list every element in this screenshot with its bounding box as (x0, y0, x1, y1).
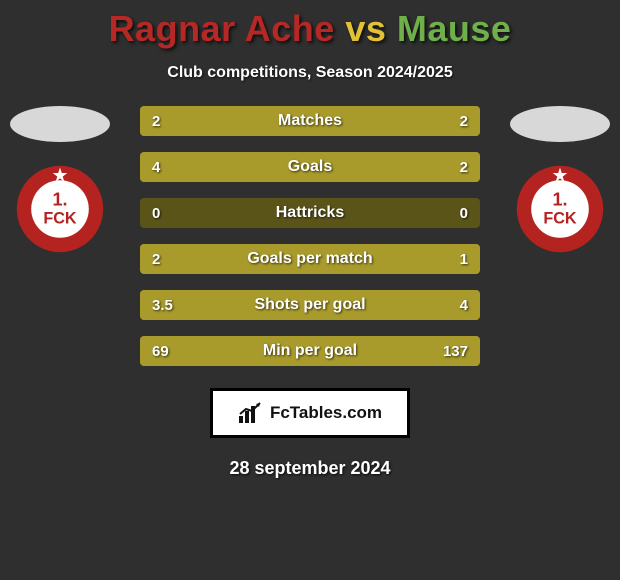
brand-text: FcTables.com (270, 403, 382, 423)
stat-row: 42Goals (140, 152, 480, 182)
stat-label: Hattricks (140, 198, 480, 228)
player2-crest: 1. FCK (515, 164, 605, 254)
player2-avatar (510, 106, 610, 142)
player1-crest: 1. FCK (15, 164, 105, 254)
subtitle: Club competitions, Season 2024/2025 (0, 64, 620, 82)
stat-row: 21Goals per match (140, 244, 480, 274)
stat-row: 00Hattricks (140, 198, 480, 228)
svg-text:FCK: FCK (543, 209, 577, 227)
stat-label: Min per goal (140, 336, 480, 366)
branding-badge: FcTables.com (210, 388, 410, 438)
player2-column: 1. FCK (500, 106, 620, 254)
date-text: 28 september 2024 (0, 458, 620, 479)
stat-label: Shots per goal (140, 290, 480, 320)
stat-label: Matches (140, 106, 480, 136)
stats-table: 22Matches 42Goals 00Hattricks 21Goals per m… (140, 106, 480, 366)
comparison-content: 1. FCK 1. FCK 22Matches 42Goals 00Hattrick… (0, 106, 620, 366)
stat-row: 22Matches (140, 106, 480, 136)
player2-name: Mause (397, 8, 512, 49)
stat-row: 69137Min per goal (140, 336, 480, 366)
svg-text:1.: 1. (552, 189, 567, 209)
svg-text:1.: 1. (52, 189, 67, 209)
stat-row: 3.54Shots per goal (140, 290, 480, 320)
comparison-title: Ragnar Ache vs Mause (0, 0, 620, 50)
player1-avatar (10, 106, 110, 142)
vs-text: vs (345, 8, 386, 49)
brand-icon (238, 402, 264, 424)
player1-column: 1. FCK (0, 106, 120, 254)
stat-label: Goals (140, 152, 480, 182)
stat-label: Goals per match (140, 244, 480, 274)
svg-text:FCK: FCK (43, 209, 77, 227)
player1-name: Ragnar Ache (109, 8, 335, 49)
